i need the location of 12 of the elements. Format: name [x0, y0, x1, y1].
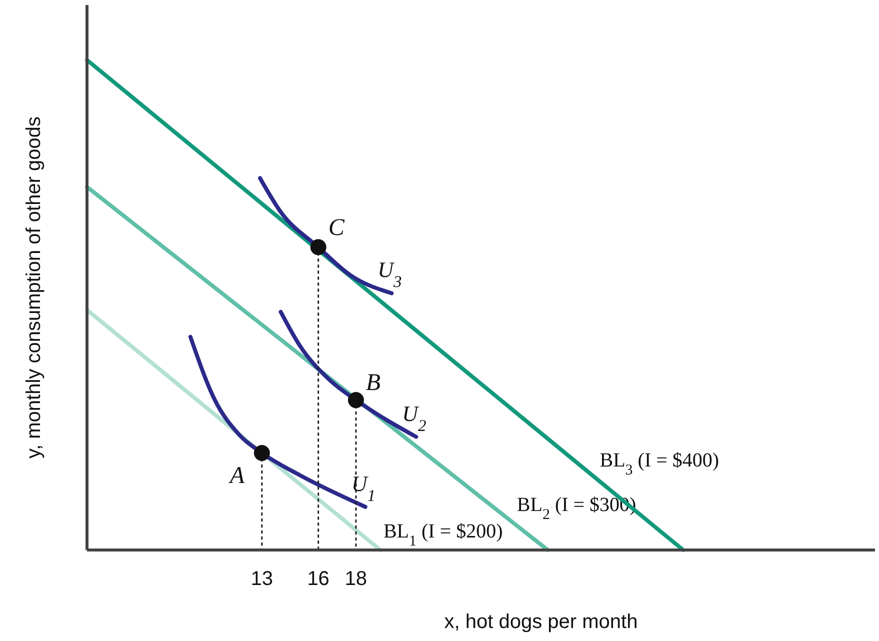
series-label: U$_{2}$ [402, 400, 426, 434]
series-label: U$_{3}$ [378, 257, 402, 291]
annotation: B [366, 370, 381, 396]
annotation: C [328, 215, 346, 242]
x-tick-label: 18 [344, 568, 368, 590]
x-axis-title: x, hot dogs per month [444, 611, 638, 633]
series-label: BL$_{1}$ (I = $200) [383, 520, 503, 550]
x-tick-label: 13 [250, 568, 274, 590]
annotation: A [228, 462, 245, 489]
y-axis-title: y, monthly consumption of other goods [23, 116, 45, 459]
series-label: BL$_{3}$ (I = $400) [600, 450, 720, 478]
x-tick-label: 16 [307, 568, 330, 590]
